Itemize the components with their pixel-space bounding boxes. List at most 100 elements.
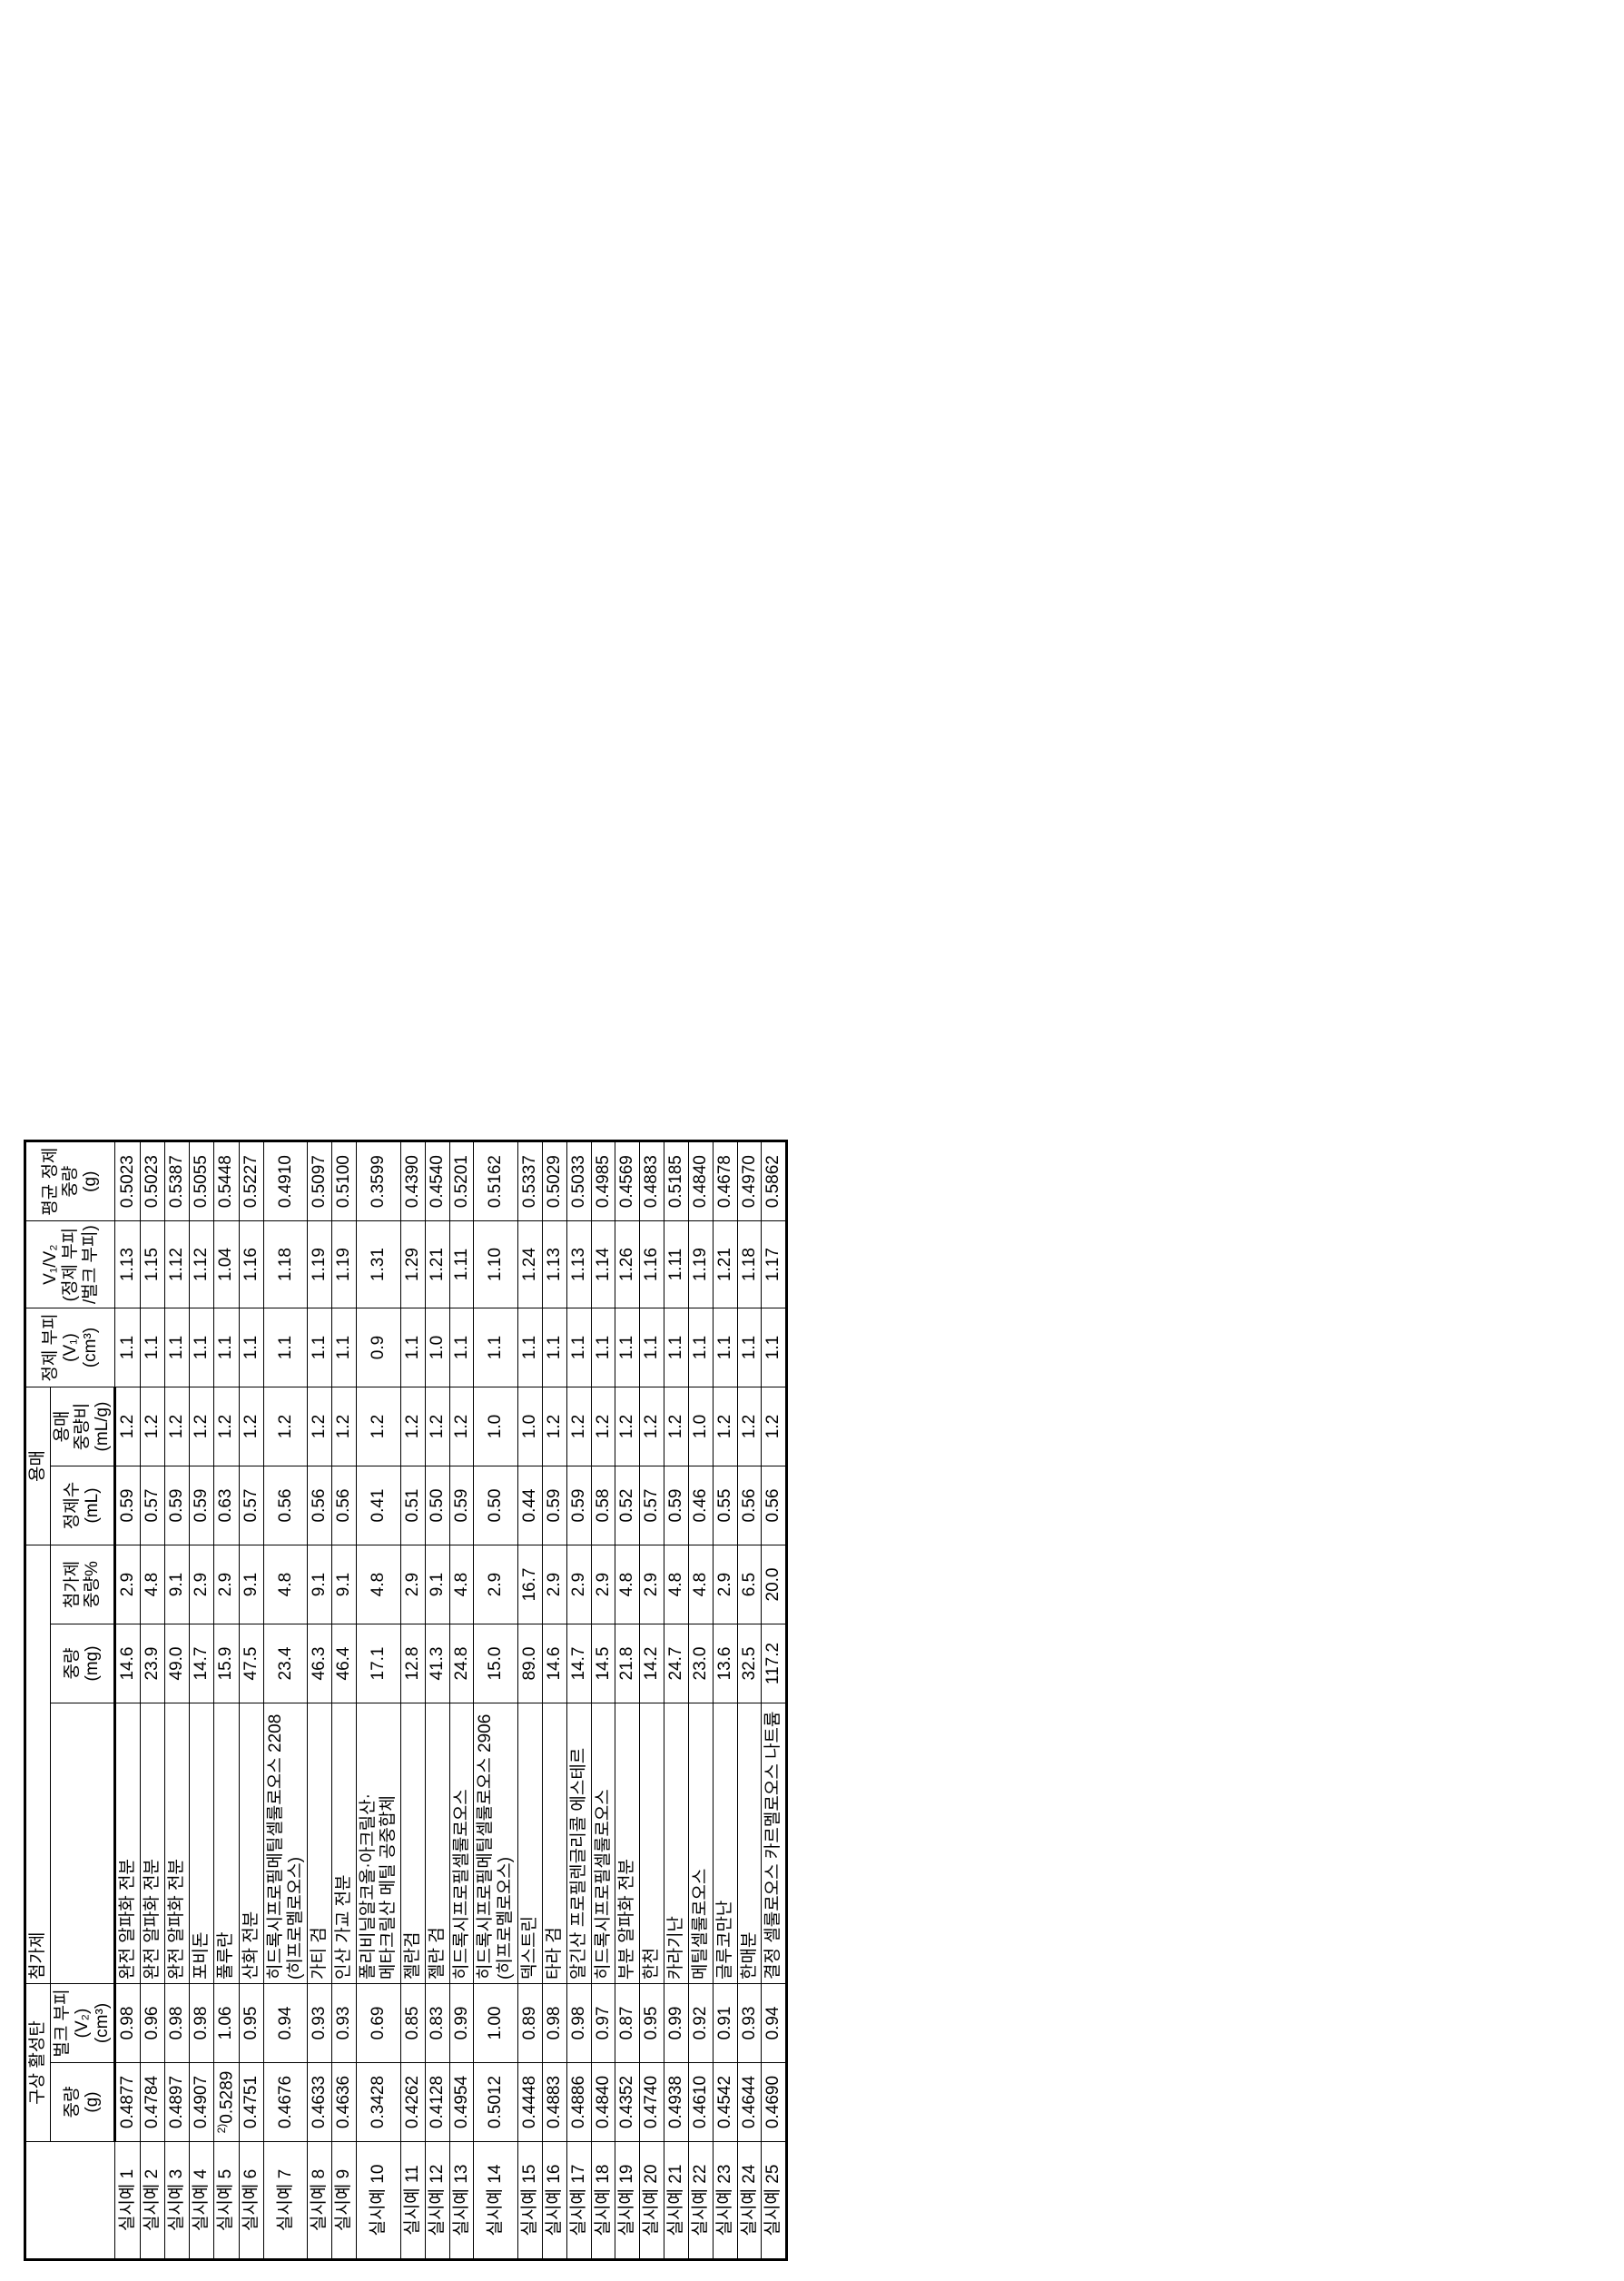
additive-name-cell: 산화 전분 — [239, 1703, 263, 1984]
carbon-weight-cell: 0.4633 — [308, 2063, 332, 2142]
additive-pct-header: 첨가제 중량% — [50, 1545, 115, 1624]
header-row-groups: 구상 활성탄 첨가제 용매 정제 부피 (V₁) (cm³) V₁/V₂ (정제… — [25, 1141, 51, 2260]
tablet-volume-cell: 1.1 — [737, 1308, 762, 1387]
avg-tablet-weight-cell: 0.5387 — [165, 1141, 190, 1221]
avg-tablet-weight-cell: 0.5055 — [189, 1141, 213, 1221]
additive-weight-cell: 24.8 — [449, 1624, 474, 1703]
bulk-volume-cell: 0.95 — [239, 1984, 263, 2063]
row-label: 실시예 9 — [332, 2142, 357, 2260]
additive-pct-cell: 9.1 — [308, 1545, 332, 1624]
additive-weight-line2: (mg) — [83, 1645, 102, 1681]
avg-tablet-weight-cell: 0.5448 — [213, 1141, 239, 1221]
additive-name-cell: 폴리비닐알코올·아크릴산·메타크릴산 메틸 공중합체 — [357, 1703, 401, 1984]
volume-ratio-cell: 1.16 — [640, 1221, 664, 1308]
carbon-weight-cell: 0.4740 — [640, 2063, 664, 2142]
table-row: 실시예 160.48830.98타라 검14.62.90.591.21.11.1… — [542, 1141, 566, 2260]
row-label: 실시예 14 — [474, 2142, 518, 2260]
purified-water-cell: 0.59 — [115, 1466, 141, 1545]
additive-name-cell: 카라기난 — [664, 1703, 689, 1984]
purified-water-cell: 0.50 — [474, 1466, 518, 1545]
purified-water-cell: 0.58 — [591, 1466, 615, 1545]
volume-ratio-cell: 1.19 — [308, 1221, 332, 1308]
volume-ratio-cell: 1.04 — [213, 1221, 239, 1308]
carbon-weight-cell: 0.4128 — [425, 2063, 449, 2142]
additive-name-cell: 글루코만난 — [713, 1703, 737, 1984]
table-row: 실시예 30.48970.98완전 알파화 전분49.09.10.591.21.… — [165, 1141, 190, 2260]
volume-ratio-cell: 1.18 — [737, 1221, 762, 1308]
solvent-ratio-cell: 1.2 — [189, 1387, 213, 1466]
carbon-weight-cell: 2)0.5289 — [213, 2063, 239, 2142]
additive-pct-cell: 4.8 — [664, 1545, 689, 1624]
bulk-volume-cell: 1.06 — [213, 1984, 239, 2063]
carbon-weight-cell: 0.4938 — [664, 2063, 689, 2142]
additive-pct-cell: 6.5 — [737, 1545, 762, 1624]
avg-tablet-weight-cell: 0.4985 — [591, 1141, 615, 1221]
additive-name-cell: 히드록시프로필메틸셀룰로오스 2208(히프로멜로오스) — [263, 1703, 308, 1984]
solvent-ratio-cell: 1.2 — [640, 1387, 664, 1466]
table-row: 실시예 80.46330.93가티 검46.39.10.561.21.11.19… — [308, 1141, 332, 2260]
bulk-volume-cell: 0.94 — [762, 1984, 787, 2063]
row-label: 실시예 15 — [518, 2142, 543, 2260]
bulk-volume-cell: 0.93 — [308, 1984, 332, 2063]
row-label: 실시예 17 — [566, 2142, 591, 2260]
additive-name-cell: 완전 알파화 전분 — [115, 1703, 141, 1984]
tablet-volume-cell: 1.1 — [239, 1308, 263, 1387]
additive-pct-cell: 9.1 — [165, 1545, 190, 1624]
purified-water-cell: 0.63 — [213, 1466, 239, 1545]
solvent-ratio-cell: 1.2 — [425, 1387, 449, 1466]
additive-pct-cell: 4.8 — [615, 1545, 640, 1624]
carbon-weight-cell: 0.4954 — [449, 2063, 474, 2142]
tablet-volume-cell: 1.1 — [640, 1308, 664, 1387]
carbon-weight-cell: 0.4676 — [263, 2063, 308, 2142]
additive-weight-cell: 13.6 — [713, 1624, 737, 1703]
row-label-header — [25, 2142, 115, 2260]
table-row: 실시예 130.49540.99히드록시프로필셀룰로오스24.84.80.591… — [449, 1141, 474, 2260]
avg-tablet-weight-cell: 0.4569 — [615, 1141, 640, 1221]
solvent-ratio-cell: 1.0 — [474, 1387, 518, 1466]
avg-tablet-weight-cell: 0.5097 — [308, 1141, 332, 1221]
purified-water-cell: 0.56 — [762, 1466, 787, 1545]
volume-ratio-cell: 1.29 — [400, 1221, 425, 1308]
bulk-volume-cell: 0.85 — [400, 1984, 425, 2063]
tablet-volume-cell: 0.9 — [357, 1308, 401, 1387]
carbon-weight-cell: 0.4448 — [518, 2063, 543, 2142]
bulk-volume-cell: 0.87 — [615, 1984, 640, 2063]
volume-ratio-cell: 1.11 — [449, 1221, 474, 1308]
table-row: 실시예 90.46360.93인산 가교 전분46.49.10.561.21.1… — [332, 1141, 357, 2260]
additive-pct-cell: 2.9 — [640, 1545, 664, 1624]
additive-name-cell: 히드록시프로필셀룰로오스 — [591, 1703, 615, 1984]
additive-name-cell: 타라 검 — [542, 1703, 566, 1984]
additive-pct-cell: 20.0 — [762, 1545, 787, 1624]
additive-weight-cell: 117.2 — [762, 1624, 787, 1703]
volume-ratio-cell: 1.19 — [332, 1221, 357, 1308]
carbon-weight-header: 중량 (g) — [50, 2063, 115, 2142]
carbon-weight-cell: 0.4690 — [762, 2063, 787, 2142]
table-row: 실시예 180.48400.97히드록시프로필셀룰로오스14.52.90.581… — [591, 1141, 615, 2260]
bulk-volume-cell: 0.89 — [518, 1984, 543, 2063]
tablet-volume-cell: 1.1 — [474, 1308, 518, 1387]
additive-pct-cell: 9.1 — [425, 1545, 449, 1624]
tablet-volume-cell: 1.1 — [518, 1308, 543, 1387]
purified-water-cell: 0.57 — [141, 1466, 165, 1545]
purified-water-cell: 0.57 — [239, 1466, 263, 1545]
bulk-volume-cell: 0.91 — [713, 1984, 737, 2063]
additive-name-cell: 완전 알파화 전분 — [141, 1703, 165, 1984]
additive-name-cell: 히드록시프로필셀룰로오스 — [449, 1703, 474, 1984]
table-row: 실시예 10.48770.98완전 알파화 전분14.62.90.591.21.… — [115, 1141, 141, 2260]
additive-weight-cell: 23.0 — [688, 1624, 713, 1703]
carbon-weight-cell: 0.4897 — [165, 2063, 190, 2142]
tablet-volume-cell: 1.1 — [713, 1308, 737, 1387]
additive-name-cell: 풀루란 — [213, 1703, 239, 1984]
tablet-volume-cell: 1.1 — [308, 1308, 332, 1387]
rotated-table-stage: 구상 활성탄 첨가제 용매 정제 부피 (V₁) (cm³) V₁/V₂ (정제… — [0, 0, 1624, 2281]
purified-water-cell: 0.51 — [400, 1466, 425, 1545]
additive-pct-cell: 2.9 — [713, 1545, 737, 1624]
additive-weight-cell: 46.4 — [332, 1624, 357, 1703]
volume-ratio-cell: 1.19 — [688, 1221, 713, 1308]
row-label: 실시예 23 — [713, 2142, 737, 2260]
additive-weight-cell: 47.5 — [239, 1624, 263, 1703]
additive-name-cell: 부분 알파화 전분 — [615, 1703, 640, 1984]
solvent-ratio-cell: 1.2 — [449, 1387, 474, 1466]
row-label: 실시예 5 — [213, 2142, 239, 2260]
solvent-ratio-line2: 중량비 — [73, 1403, 92, 1450]
